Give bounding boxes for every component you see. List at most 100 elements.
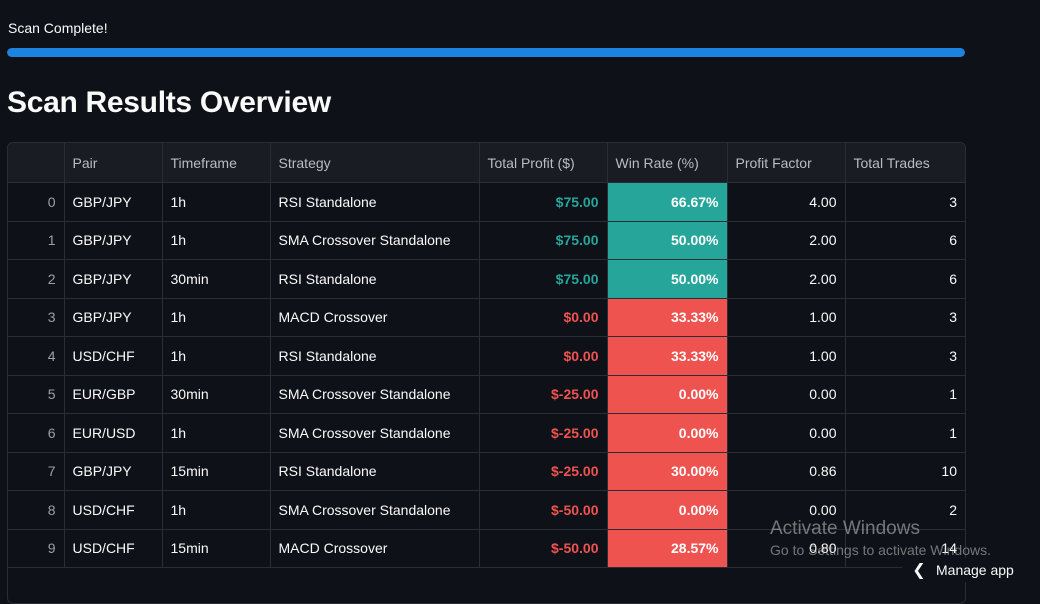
cell-timeframe[interactable]: 1h bbox=[162, 336, 271, 376]
cell-win-rate[interactable]: 66.67% bbox=[607, 182, 728, 222]
cell-total-trades[interactable]: 3 bbox=[845, 182, 965, 222]
cell-total-trades[interactable]: 1 bbox=[845, 413, 965, 453]
cell-pair[interactable]: GBP/JPY bbox=[64, 221, 163, 260]
cell-total-trades[interactable]: 1 bbox=[845, 375, 965, 414]
cell-pair[interactable]: EUR/GBP bbox=[64, 375, 163, 414]
cell-index[interactable]: 8 bbox=[8, 490, 65, 530]
results-table[interactable]: Pair Timeframe Strategy Total Profit ($)… bbox=[7, 142, 966, 604]
table-row[interactable]: 9 USD/CHF 15min MACD Crossover $-50.00 28.57%… bbox=[8, 529, 965, 568]
cell-profit-factor[interactable]: 2.00 bbox=[727, 259, 846, 299]
cell-timeframe[interactable]: 15min bbox=[162, 452, 271, 491]
cell-index[interactable]: 5 bbox=[8, 375, 65, 414]
cell-strategy[interactable]: SMA Crossover Standalone bbox=[270, 221, 480, 260]
cell-strategy[interactable]: SMA Crossover Standalone bbox=[270, 375, 480, 414]
cell-profit-factor[interactable]: 2.00 bbox=[727, 221, 846, 260]
table-row[interactable]: 5 EUR/GBP 30min SMA Crossover Standalone $-2… bbox=[8, 375, 965, 414]
cell-strategy[interactable]: SMA Crossover Standalone bbox=[270, 490, 480, 530]
cell-strategy[interactable]: RSI Standalone bbox=[270, 452, 480, 491]
cell-total-profit[interactable]: $75.00 bbox=[479, 259, 608, 299]
cell-total-profit[interactable]: $-25.00 bbox=[479, 413, 608, 453]
cell-index[interactable]: 1 bbox=[8, 221, 65, 260]
cell-index[interactable]: 6 bbox=[8, 413, 65, 453]
cell-strategy[interactable]: RSI Standalone bbox=[270, 336, 480, 376]
cell-timeframe[interactable]: 1h bbox=[162, 413, 271, 453]
cell-total-profit[interactable]: $0.00 bbox=[479, 336, 608, 376]
column-header-pair[interactable]: Pair bbox=[64, 143, 163, 183]
cell-win-rate[interactable]: 0.00% bbox=[607, 413, 728, 453]
cell-win-rate[interactable]: 30.00% bbox=[607, 452, 728, 491]
column-header-strategy[interactable]: Strategy bbox=[270, 143, 480, 183]
cell-profit-factor[interactable]: 4.00 bbox=[727, 182, 846, 222]
table-row[interactable]: 0 GBP/JPY 1h RSI Standalone $75.00 66.67% 4.00… bbox=[8, 182, 965, 222]
column-header-total-trades[interactable]: Total Trades bbox=[845, 143, 965, 183]
column-header-index[interactable] bbox=[8, 143, 65, 183]
cell-profit-factor[interactable]: 1.00 bbox=[727, 298, 846, 337]
cell-win-rate[interactable]: 0.00% bbox=[607, 375, 728, 414]
column-header-timeframe[interactable]: Timeframe bbox=[162, 143, 271, 183]
cell-win-rate[interactable]: 0.00% bbox=[607, 490, 728, 530]
cell-win-rate[interactable]: 28.57% bbox=[607, 529, 728, 568]
table-row[interactable]: 2 GBP/JPY 30min RSI Standalone $75.00 50.00% 2… bbox=[8, 259, 965, 299]
table-row[interactable]: 6 EUR/USD 1h SMA Crossover Standalone $-25.0… bbox=[8, 413, 965, 453]
cell-strategy[interactable]: SMA Crossover Standalone bbox=[270, 413, 480, 453]
cell-win-rate[interactable]: 33.33% bbox=[607, 336, 728, 376]
column-header-profit-factor[interactable]: Profit Factor bbox=[727, 143, 846, 183]
cell-timeframe[interactable]: 1h bbox=[162, 182, 271, 222]
cell-pair[interactable]: EUR/USD bbox=[64, 413, 163, 453]
cell-strategy[interactable]: RSI Standalone bbox=[270, 259, 480, 299]
cell-total-profit[interactable]: $0.00 bbox=[479, 298, 608, 337]
cell-index[interactable]: 7 bbox=[8, 452, 65, 491]
cell-pair[interactable]: GBP/JPY bbox=[64, 452, 163, 491]
table-row[interactable]: 3 GBP/JPY 1h MACD Crossover $0.00 33.33% 1.00 3 bbox=[8, 298, 965, 337]
cell-total-trades[interactable]: 10 bbox=[845, 452, 965, 491]
cell-index[interactable]: 3 bbox=[8, 298, 65, 337]
column-header-total-profit[interactable]: Total Profit ($) bbox=[479, 143, 608, 183]
table-row[interactable]: 8 USD/CHF 1h SMA Crossover Standalone $-50.0… bbox=[8, 490, 965, 530]
cell-total-trades[interactable]: 3 bbox=[845, 336, 965, 376]
cell-timeframe[interactable]: 1h bbox=[162, 298, 271, 337]
cell-timeframe[interactable]: 15min bbox=[162, 529, 271, 568]
table-row[interactable]: 4 USD/CHF 1h RSI Standalone $0.00 33.33% 1.00 3 bbox=[8, 336, 965, 376]
cell-pair[interactable]: USD/CHF bbox=[64, 336, 163, 376]
cell-pair[interactable]: USD/CHF bbox=[64, 490, 163, 530]
cell-pair[interactable]: GBP/JPY bbox=[64, 259, 163, 299]
cell-win-rate[interactable]: 50.00% bbox=[607, 259, 728, 299]
cell-total-profit[interactable]: $75.00 bbox=[479, 221, 608, 260]
cell-strategy[interactable]: MACD Crossover bbox=[270, 529, 480, 568]
cell-index[interactable]: 0 bbox=[8, 182, 65, 222]
cell-total-trades[interactable]: 6 bbox=[845, 259, 965, 299]
cell-profit-factor[interactable]: 0.00 bbox=[727, 490, 846, 530]
table-row[interactable]: 1 GBP/JPY 1h SMA Crossover Standalone $75.00… bbox=[8, 221, 965, 260]
manage-app-button[interactable]: ❮ Manage app bbox=[902, 558, 1040, 582]
cell-total-profit[interactable]: $75.00 bbox=[479, 182, 608, 222]
cell-index[interactable]: 4 bbox=[8, 336, 65, 376]
cell-total-profit[interactable]: $-50.00 bbox=[479, 490, 608, 530]
cell-index[interactable]: 2 bbox=[8, 259, 65, 299]
cell-index[interactable]: 9 bbox=[8, 529, 65, 568]
cell-pair[interactable]: GBP/JPY bbox=[64, 298, 163, 337]
cell-pair[interactable]: GBP/JPY bbox=[64, 182, 163, 222]
cell-profit-factor[interactable]: 0.86 bbox=[727, 452, 846, 491]
cell-profit-factor[interactable]: 0.00 bbox=[727, 413, 846, 453]
cell-profit-factor[interactable]: 1.00 bbox=[727, 336, 846, 376]
cell-timeframe[interactable]: 1h bbox=[162, 490, 271, 530]
cell-total-profit[interactable]: $-25.00 bbox=[479, 375, 608, 414]
cell-strategy[interactable]: RSI Standalone bbox=[270, 182, 480, 222]
cell-profit-factor[interactable]: 0.00 bbox=[727, 375, 846, 414]
cell-strategy[interactable]: MACD Crossover bbox=[270, 298, 480, 337]
cell-total-trades[interactable]: 6 bbox=[845, 221, 965, 260]
cell-total-profit[interactable]: $-25.00 bbox=[479, 452, 608, 491]
cell-total-profit[interactable]: $-50.00 bbox=[479, 529, 608, 568]
cell-win-rate[interactable]: 50.00% bbox=[607, 221, 728, 260]
column-header-win-rate[interactable]: Win Rate (%) bbox=[607, 143, 728, 183]
cell-timeframe[interactable]: 1h bbox=[162, 221, 271, 260]
cell-pair[interactable]: USD/CHF bbox=[64, 529, 163, 568]
cell-timeframe[interactable]: 30min bbox=[162, 259, 271, 299]
cell-profit-factor[interactable]: 0.80 bbox=[727, 529, 846, 568]
cell-timeframe[interactable]: 30min bbox=[162, 375, 271, 414]
table-row[interactable]: 7 GBP/JPY 15min RSI Standalone $-25.00 30.00%… bbox=[8, 452, 965, 491]
cell-total-trades[interactable]: 2 bbox=[845, 490, 965, 530]
cell-total-trades[interactable]: 3 bbox=[845, 298, 965, 337]
cell-win-rate[interactable]: 33.33% bbox=[607, 298, 728, 337]
manage-app-label: Manage app bbox=[936, 562, 1014, 578]
